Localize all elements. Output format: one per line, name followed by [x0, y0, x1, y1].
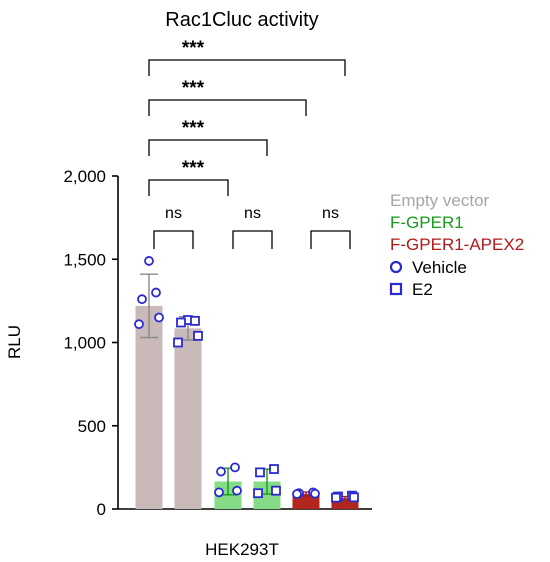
- legend-entry: E2: [412, 280, 433, 299]
- bar: [135, 305, 163, 509]
- significance-bracket: [310, 230, 351, 249]
- x-axis-label: HEK293T: [205, 540, 279, 559]
- significance-label: ***: [182, 78, 205, 99]
- significance-label: ns: [322, 205, 339, 222]
- significance-brackets: *** *** *** *** ns ns ns: [148, 38, 351, 249]
- axes: 0 500 1,000 1,500 2,000: [63, 167, 372, 519]
- significance-label: ***: [182, 158, 205, 179]
- y-tick-label: 1,000: [63, 334, 106, 353]
- bars: [135, 305, 359, 509]
- y-axis-label: RLU: [5, 325, 24, 359]
- data-point: [269, 464, 279, 474]
- data-point: [292, 489, 302, 499]
- data-point: [232, 485, 242, 496]
- data-point: [253, 488, 263, 499]
- y-tick-label: 500: [78, 417, 106, 436]
- bar: [174, 328, 202, 509]
- legend-marker: [389, 282, 403, 296]
- data-point: [176, 317, 186, 328]
- legend-entry: Vehicle: [412, 258, 467, 277]
- y-tick-label: 1,500: [63, 250, 106, 269]
- chart-title: Rac1Cluc activity: [165, 9, 318, 31]
- significance-bracket: [153, 230, 194, 249]
- legend: Empty vector F-GPER1 F-GPER1-APEX2 Vehicle E…: [389, 191, 524, 299]
- significance-bracket: [148, 99, 307, 116]
- significance-bracket: [148, 59, 346, 76]
- data-points: [134, 256, 359, 503]
- legend-entry: F-GPER1: [390, 213, 464, 232]
- y-tick-label: 0: [97, 500, 106, 519]
- significance-bracket: [148, 179, 229, 196]
- significance-label: ***: [182, 118, 205, 139]
- legend-marker: [389, 260, 403, 274]
- data-point: [173, 337, 183, 348]
- data-point: [190, 315, 200, 326]
- data-point: [193, 330, 203, 341]
- data-point: [331, 492, 341, 503]
- data-point: [134, 319, 144, 330]
- significance-bracket: [232, 230, 273, 249]
- data-point: [144, 256, 154, 266]
- significance-label: ns: [244, 205, 261, 222]
- data-point: [151, 287, 161, 298]
- y-tick-label: 2,000: [63, 167, 106, 186]
- data-point: [310, 488, 320, 499]
- significance-bracket: [148, 139, 268, 156]
- legend-entry: F-GPER1-APEX2: [390, 235, 524, 254]
- error-bars: [140, 273, 354, 501]
- significance-label: ***: [182, 38, 205, 59]
- data-point: [137, 294, 147, 305]
- data-point: [349, 492, 359, 503]
- legend-entry: Empty vector: [390, 191, 490, 210]
- data-point: [230, 462, 240, 473]
- data-point: [154, 312, 164, 323]
- data-point: [216, 466, 226, 477]
- significance-label: ns: [165, 205, 182, 222]
- bar: [331, 498, 359, 509]
- data-point: [214, 487, 224, 498]
- data-point: [271, 485, 281, 496]
- data-point: [255, 467, 265, 478]
